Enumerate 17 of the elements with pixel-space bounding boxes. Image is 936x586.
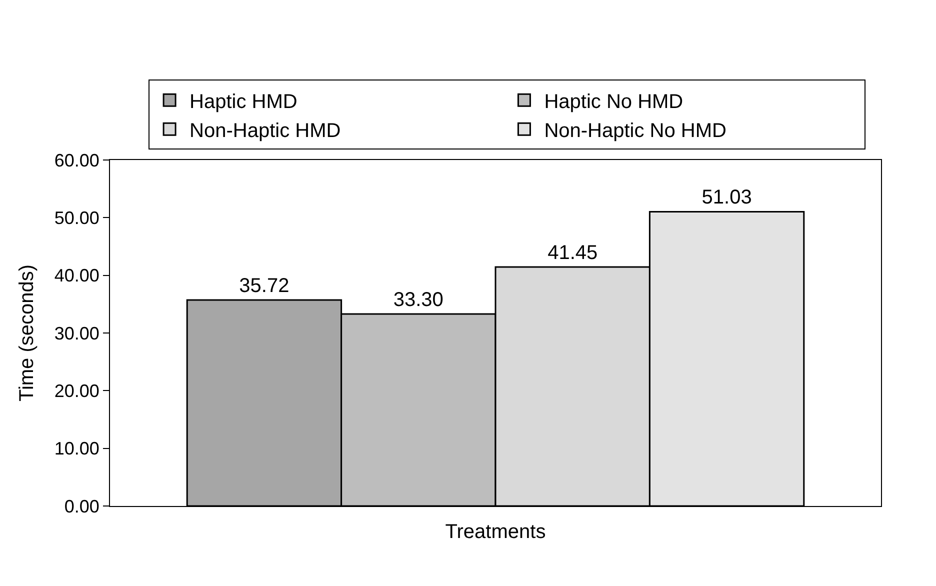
y-tick-label: 30.00: [54, 323, 100, 344]
legend-label: Haptic No HMD: [544, 90, 684, 113]
data-label: 51.03: [702, 186, 752, 209]
data-label: 41.45: [548, 242, 598, 264]
y-tick-label: 0.00: [64, 496, 100, 516]
data-label: 35.72: [239, 275, 290, 298]
y-tick-label: 10.00: [54, 438, 100, 459]
y-axis-title: Time (seconds): [16, 264, 38, 402]
x-axis-title: Treatments: [445, 520, 546, 543]
legend-label: Haptic HMD: [190, 90, 298, 113]
data-label: 33.30: [393, 288, 444, 311]
legend-label: Non-Haptic No HMD: [544, 120, 726, 142]
legend-label: Non-Haptic HMD: [190, 120, 341, 142]
y-tick-label: 60.00: [54, 150, 100, 170]
y-tick-label: 40.00: [54, 266, 100, 286]
y-tick-label: 20.00: [54, 380, 100, 401]
y-tick-label: 50.00: [54, 208, 100, 228]
